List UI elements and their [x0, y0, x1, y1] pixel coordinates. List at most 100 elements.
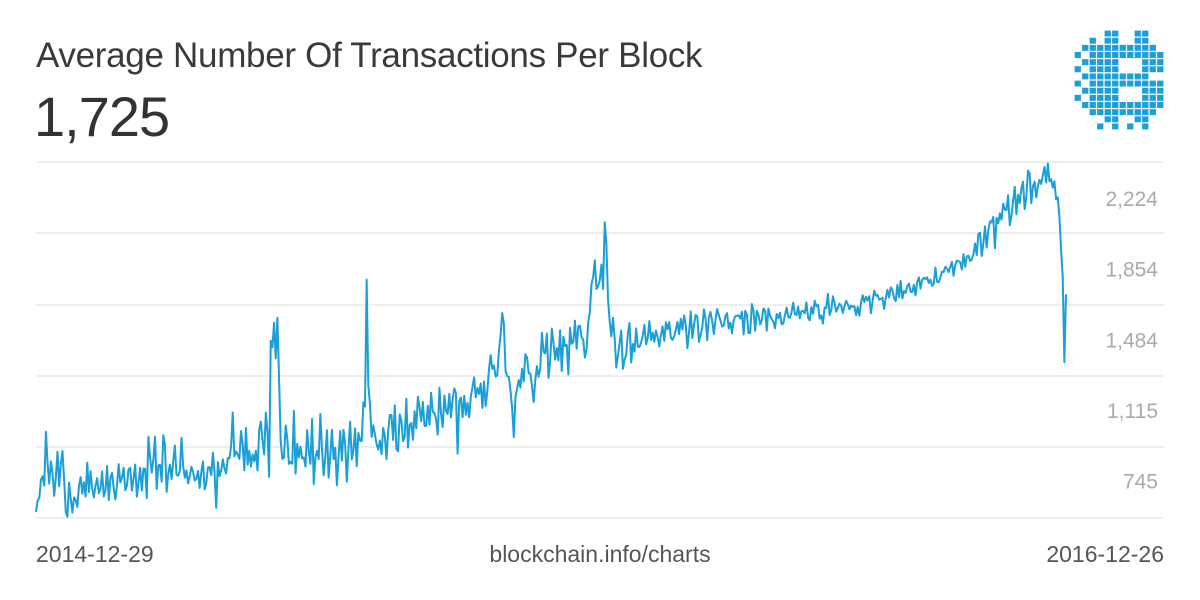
logo-pixel [1112, 80, 1119, 87]
y-axis-ticks: 745 1,115 1,484 1,854 2,224 [1105, 188, 1158, 494]
bitcoin-b-pixel-logo-icon [1074, 30, 1164, 130]
logo-pixel [1142, 44, 1149, 51]
logo-pixel [1142, 52, 1149, 58]
logo-pixel [1149, 44, 1156, 51]
logo-pixel [1089, 66, 1096, 73]
logo-pixel [1157, 66, 1164, 73]
source-label: blockchain.info/charts [489, 541, 711, 567]
logo-pixel [1089, 37, 1096, 44]
logo-pixel [1127, 123, 1134, 130]
end-date-label: 2016-12-26 [1046, 541, 1164, 567]
logo-pixel [1104, 102, 1111, 108]
chart-title: Average Number Of Transactions Per Block [36, 36, 703, 75]
logo-pixel [1104, 44, 1111, 51]
logo-pixel [1097, 94, 1104, 101]
logo-pixel [1074, 66, 1081, 73]
y-tick-label: 1,854 [1105, 259, 1158, 282]
logo-pixel [1089, 59, 1096, 66]
logo-pixel [1104, 87, 1111, 94]
logo-pixel [1089, 73, 1096, 80]
logo-pixel [1157, 87, 1164, 94]
logo-pixel [1134, 73, 1141, 80]
logo-pixel [1142, 30, 1149, 37]
logo-pixel [1089, 109, 1096, 116]
logo-pixel [1142, 59, 1149, 66]
logo-pixel [1134, 116, 1141, 123]
logo-pixel [1082, 102, 1089, 108]
logo-pixel [1097, 87, 1104, 94]
logo-pixel [1112, 59, 1119, 66]
logo-pixel [1134, 52, 1141, 58]
logo-pixel [1134, 102, 1141, 108]
logo-pixel [1097, 109, 1104, 116]
logo-pixel [1149, 66, 1156, 73]
logo-pixel [1074, 80, 1081, 87]
logo-pixel [1112, 37, 1119, 44]
logo-pixel [1112, 102, 1119, 108]
logo-pixel [1119, 102, 1126, 108]
start-date-label: 2014-12-29 [36, 541, 154, 567]
logo-pixel [1097, 73, 1104, 80]
logo-pixel [1149, 102, 1156, 108]
logo-pixel [1149, 87, 1156, 94]
logo-pixel [1089, 44, 1096, 51]
logo-pixel [1112, 116, 1119, 123]
y-tick-label: 1,115 [1107, 400, 1158, 423]
logo-pixel [1134, 44, 1141, 51]
current-value: 1,725 [34, 85, 170, 148]
logo-pixel [1119, 52, 1126, 58]
logo-pixel [1104, 66, 1111, 73]
logo-pixel [1134, 109, 1141, 116]
logo-pixel [1082, 87, 1089, 94]
logo-pixel [1104, 80, 1111, 87]
logo-pixel [1157, 52, 1164, 58]
logo-pixel [1142, 80, 1149, 87]
logo-pixel [1134, 37, 1141, 44]
y-tick-label: 745 [1123, 471, 1158, 494]
logo-pixel [1082, 44, 1089, 51]
logo-pixel [1119, 73, 1126, 80]
logo-pixel [1157, 80, 1164, 87]
logo-pixel [1074, 52, 1081, 58]
logo-pixel [1104, 52, 1111, 58]
logo-pixel [1127, 52, 1134, 58]
logo-pixel [1104, 116, 1111, 123]
logo-pixel [1119, 44, 1126, 51]
logo-pixel [1119, 109, 1126, 116]
logo-pixel [1112, 123, 1119, 130]
logo-pixel [1142, 116, 1149, 123]
logo-pixel [1097, 59, 1104, 66]
logo-pixel [1097, 66, 1104, 73]
logo-pixel [1089, 87, 1096, 94]
logo-pixel [1112, 109, 1119, 116]
logo-pixel [1112, 52, 1119, 58]
logo-pixel [1149, 94, 1156, 101]
logo-pixel [1097, 52, 1104, 58]
logo-pixel [1097, 123, 1104, 130]
logo-pixel [1142, 123, 1149, 130]
logo-pixel [1142, 73, 1149, 80]
logo-pixel [1127, 109, 1134, 116]
logo-pixel [1089, 80, 1096, 87]
logo-pixel [1104, 37, 1111, 44]
logo-pixel [1074, 94, 1081, 101]
series-line [35, 162, 1067, 518]
logo-pixel [1104, 30, 1111, 37]
logo-pixel [1134, 80, 1141, 87]
logo-pixel [1149, 52, 1156, 58]
logo-pixel [1149, 59, 1156, 66]
logo-pixel [1097, 102, 1104, 108]
logo-pixel [1089, 102, 1096, 108]
series-layer [35, 162, 1067, 518]
logo-pixel [1097, 44, 1104, 51]
y-tick-label: 1,484 [1105, 329, 1158, 352]
logo-pixel [1104, 59, 1111, 66]
logo-pixel [1127, 102, 1134, 108]
logo-pixel [1112, 73, 1119, 80]
logo-pixel [1142, 87, 1149, 94]
logo-pixel [1097, 80, 1104, 87]
logo-pixel [1082, 73, 1089, 80]
logo-pixel [1089, 94, 1096, 101]
logo-pixel [1149, 80, 1156, 87]
logo-pixel [1142, 66, 1149, 73]
